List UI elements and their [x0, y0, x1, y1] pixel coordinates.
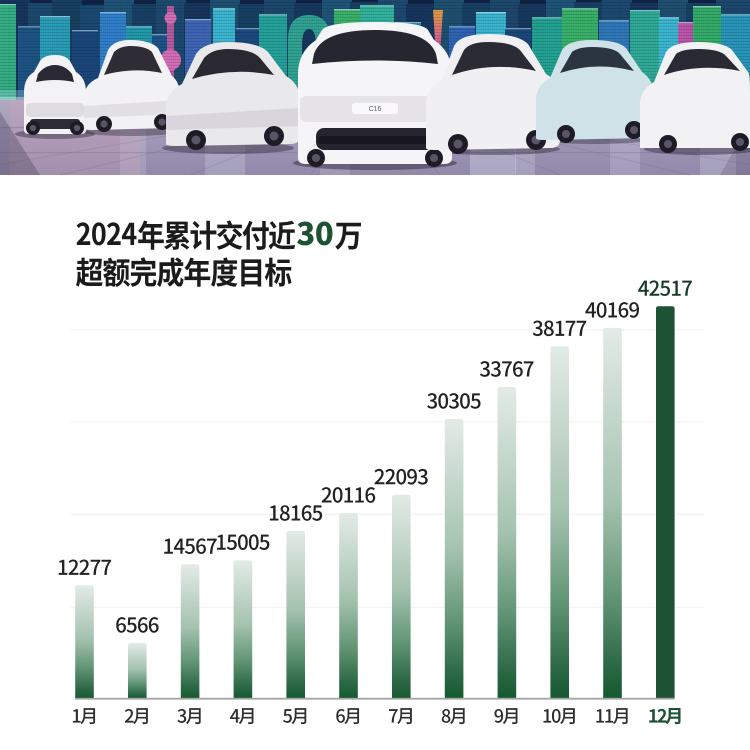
svg-text:C16: C16 — [369, 106, 382, 113]
